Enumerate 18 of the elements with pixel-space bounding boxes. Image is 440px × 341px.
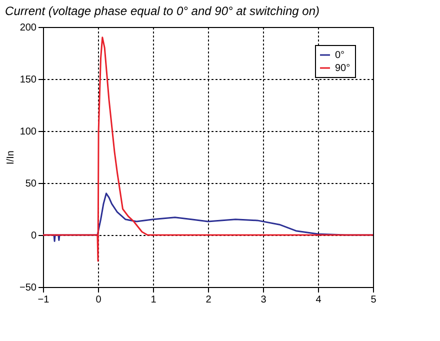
x-tick-label: 5 [370,294,377,306]
x-tick-label: −1 [38,294,50,306]
legend-label: 0° [335,50,345,61]
x-tick-label: 2 [206,294,212,306]
legend-label: 90° [335,63,350,74]
x-tick-label: 3 [260,294,267,306]
y-tick-label: −50 [20,282,37,294]
x-tick-label: 0 [96,294,102,306]
y-axis-title: I/In [6,150,17,164]
y-tick-label: 200 [20,22,37,34]
chart-title: Current (voltage phase equal to 0° and 90° at switching on) [5,4,320,18]
x-tick-label: 1 [150,294,157,306]
y-tick-label: 150 [20,74,37,86]
y-tick-label: 50 [25,178,37,190]
line-series [43,36,373,262]
y-tick-label: 0 [30,230,37,242]
y-tick-label: 100 [20,126,37,138]
x-tick-label: 4 [316,294,322,306]
